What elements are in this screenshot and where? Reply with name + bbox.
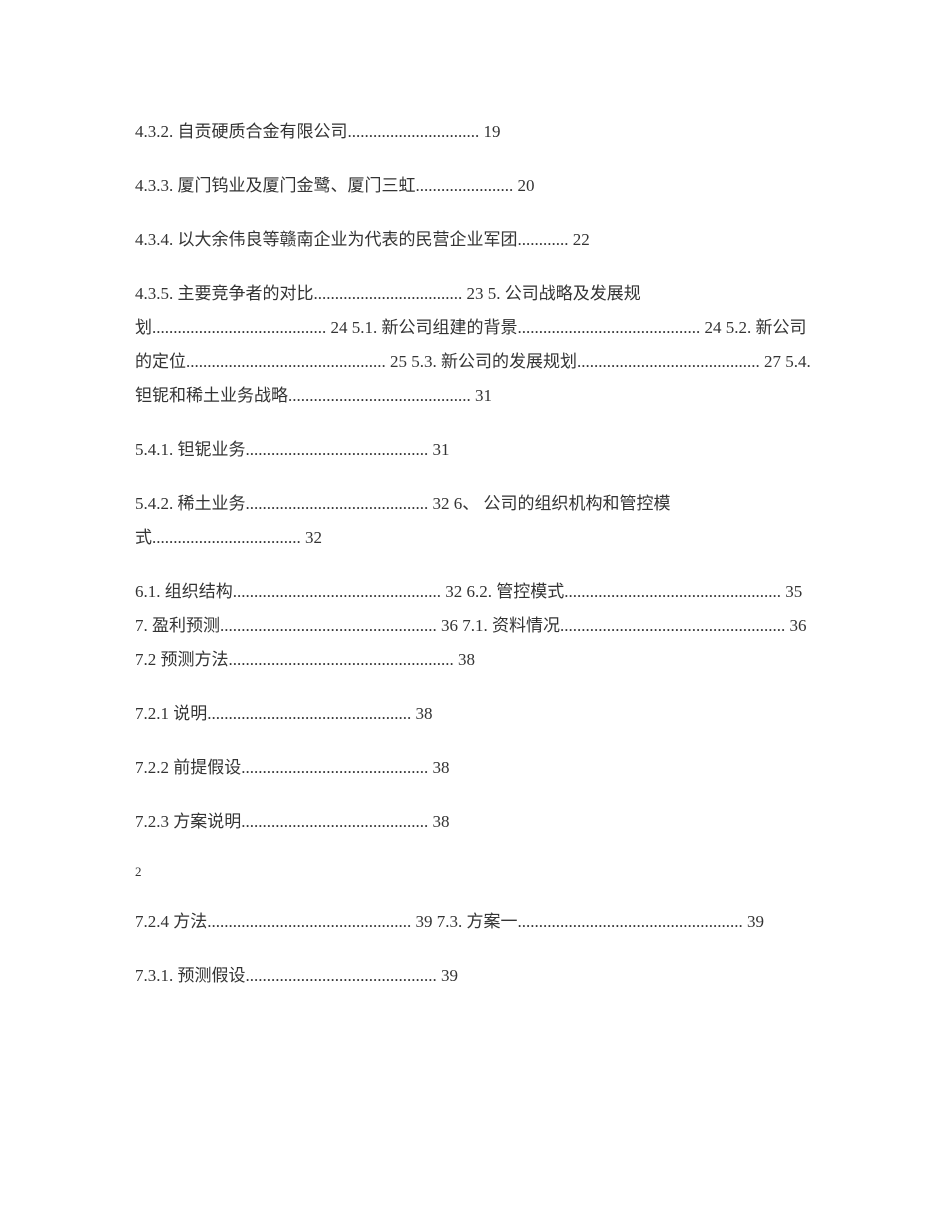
toc-entry: 5.4.1. 钽铌业务.............................… — [135, 433, 815, 467]
toc-entry: 7.3.1. 预测假设.............................… — [135, 959, 815, 993]
toc-container: 4.3.2. 自贡硬质合金有限公司.......................… — [135, 115, 815, 993]
toc-entry: 4.3.5. 主要竞争者的对比.........................… — [135, 277, 815, 413]
toc-entry: 4.3.2. 自贡硬质合金有限公司.......................… — [135, 115, 815, 149]
toc-entry: 4.3.3. 厦门钨业及厦门金鹭、厦门三虹...................… — [135, 169, 815, 203]
toc-entry: 7.2.3 方案说明..............................… — [135, 805, 815, 839]
page-number-marker: 2 — [135, 859, 815, 885]
toc-entry: 7.2.2 前提假设..............................… — [135, 751, 815, 785]
toc-entry: 7.2.4 方法................................… — [135, 905, 815, 939]
toc-entry: 4.3.4. 以大余伟良等赣南企业为代表的民营企业军团............ … — [135, 223, 815, 257]
toc-entry: 6.1. 组织结构...............................… — [135, 575, 815, 677]
toc-entry: 7.2.1 说明................................… — [135, 697, 815, 731]
toc-entry: 5.4.2. 稀土业务.............................… — [135, 487, 815, 555]
